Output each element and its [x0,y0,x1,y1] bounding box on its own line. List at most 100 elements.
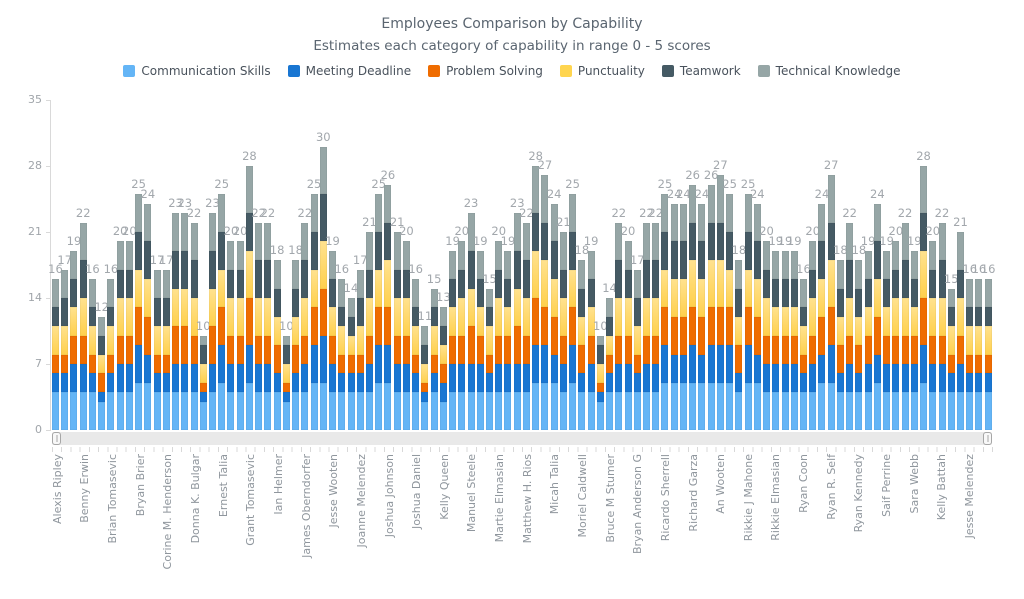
segment-communication-skills[interactable] [864,392,872,430]
segment-teamwork[interactable] [698,241,706,279]
segment-problem-solving[interactable] [467,326,475,364]
segment-communication-skills[interactable] [735,392,743,430]
segment-communication-skills[interactable] [661,383,669,430]
segment-communication-skills[interactable] [162,392,170,430]
segment-communication-skills[interactable] [273,392,281,430]
segment-technical-knowledge[interactable] [245,166,253,213]
segment-technical-knowledge[interactable] [255,223,263,260]
segment-problem-solving[interactable] [929,336,937,364]
segment-teamwork[interactable] [984,307,992,326]
segment-meeting-deadline[interactable] [947,373,955,392]
segment-punctuality[interactable] [88,326,96,355]
segment-punctuality[interactable] [707,260,715,307]
segment-teamwork[interactable] [430,307,438,326]
segment-technical-knowledge[interactable] [338,279,346,307]
scroller-left-thumb[interactable] [52,432,61,445]
segment-teamwork[interactable] [135,232,143,270]
segment-teamwork[interactable] [153,298,161,326]
segment-communication-skills[interactable] [61,392,69,430]
segment-meeting-deadline[interactable] [190,364,198,392]
bar-83[interactable]: 24 [815,187,829,430]
segment-problem-solving[interactable] [643,336,650,364]
segment-problem-solving[interactable] [356,355,364,373]
segment-teamwork[interactable] [513,251,521,289]
segment-communication-skills[interactable] [125,392,133,430]
segment-punctuality[interactable] [763,298,771,336]
segment-technical-knowledge[interactable] [135,194,143,232]
segment-problem-solving[interactable] [670,317,678,355]
segment-punctuality[interactable] [827,260,835,307]
segment-punctuality[interactable] [245,251,253,298]
segment-communication-skills[interactable] [873,383,881,430]
bar-2[interactable]: 19 [67,234,81,430]
bar-17[interactable]: 23 [205,196,220,430]
segment-communication-skills[interactable] [689,383,697,430]
segment-communication-skills[interactable] [255,392,263,430]
segment-punctuality[interactable] [486,326,494,355]
segment-punctuality[interactable] [633,326,641,355]
segment-technical-knowledge[interactable] [726,194,734,232]
segment-punctuality[interactable] [661,270,669,307]
segment-meeting-deadline[interactable] [218,345,226,383]
segment-technical-knowledge[interactable] [910,251,918,279]
segment-teamwork[interactable] [633,298,641,326]
segment-communication-skills[interactable] [966,392,974,430]
segment-teamwork[interactable] [449,279,457,307]
segment-meeting-deadline[interactable] [735,373,743,392]
segment-meeting-deadline[interactable] [790,364,798,392]
segment-teamwork[interactable] [744,232,752,270]
segment-teamwork[interactable] [836,289,844,317]
segment-meeting-deadline[interactable] [920,345,928,383]
segment-problem-solving[interactable] [735,345,743,373]
bar-80[interactable]: 19 [787,234,802,430]
segment-technical-knowledge[interactable] [559,232,567,270]
segment-technical-knowledge[interactable] [310,194,318,232]
segment-punctuality[interactable] [892,298,900,336]
segment-punctuality[interactable] [292,317,300,345]
segment-teamwork[interactable] [781,279,789,307]
segment-problem-solving[interactable] [790,336,798,364]
segment-punctuality[interactable] [624,298,632,336]
segment-punctuality[interactable] [809,298,817,336]
bar-78[interactable]: 19 [768,234,783,430]
segment-technical-knowledge[interactable] [153,270,161,298]
bar-71[interactable]: 26 [704,168,718,430]
bar-32[interactable]: 14 [344,281,358,430]
bar-21[interactable]: 28 [242,149,257,430]
segment-technical-knowledge[interactable] [929,241,937,270]
segment-meeting-deadline[interactable] [809,364,817,392]
segment-problem-solving[interactable] [273,345,281,373]
segment-meeting-deadline[interactable] [855,373,863,392]
segment-punctuality[interactable] [208,289,216,326]
segment-punctuality[interactable] [375,270,383,307]
bar-12[interactable]: 17 [159,253,174,430]
segment-technical-knowledge[interactable] [707,185,715,223]
segment-meeting-deadline[interactable] [578,373,586,392]
segment-technical-knowledge[interactable] [365,232,373,270]
segment-meeting-deadline[interactable] [504,364,512,392]
segment-problem-solving[interactable] [495,336,503,364]
segment-technical-knowledge[interactable] [615,223,623,260]
segment-meeting-deadline[interactable] [356,373,364,392]
bar-27[interactable]: 22 [298,206,312,430]
segment-technical-knowledge[interactable] [799,279,807,307]
segment-technical-knowledge[interactable] [181,213,189,251]
segment-problem-solving[interactable] [301,336,309,364]
segment-punctuality[interactable] [310,270,318,307]
segment-communication-skills[interactable] [559,392,567,430]
bar-72[interactable]: 27 [713,158,728,430]
bar-3[interactable]: 22 [76,206,91,430]
segment-technical-knowledge[interactable] [329,251,337,279]
segment-teamwork[interactable] [107,307,115,326]
bar-26[interactable]: 18 [288,243,303,430]
segment-teamwork[interactable] [818,241,826,279]
segment-meeting-deadline[interactable] [79,364,87,392]
segment-punctuality[interactable] [125,298,133,336]
segment-problem-solving[interactable] [569,307,577,345]
segment-teamwork[interactable] [273,289,281,317]
segment-teamwork[interactable] [384,223,392,260]
segment-teamwork[interactable] [79,260,87,298]
segment-punctuality[interactable] [153,326,161,355]
bar-53[interactable]: 27 [538,158,552,430]
segment-meeting-deadline[interactable] [421,392,429,402]
